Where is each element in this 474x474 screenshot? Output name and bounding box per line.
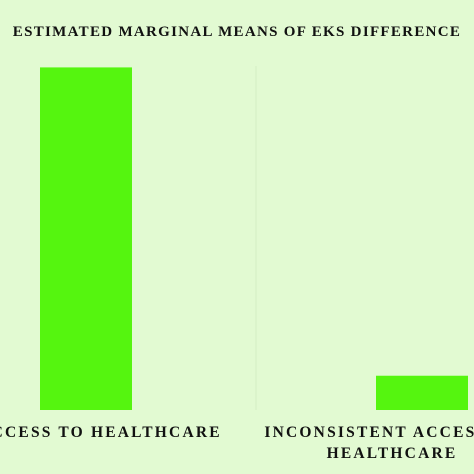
- category-labels-group: ACCESS TO HEALTHCARE INCONSISTENT ACCESS …: [0, 424, 474, 462]
- bar-1: [40, 67, 132, 410]
- category-label-1: ACCESS TO HEALTHCARE: [0, 424, 222, 441]
- bar-2: [376, 375, 468, 410]
- chart-title: ESTIMATED MARGINAL MEANS OF EKS DIFFEREN…: [13, 24, 461, 40]
- category-label-line: HEALTHCARE: [327, 445, 458, 462]
- category-label-2: INCONSISTENT ACCESS TO HEALTHCARE: [264, 424, 474, 462]
- category-label-line: ACCESS TO HEALTHCARE: [0, 424, 222, 441]
- bars-group: [40, 67, 468, 410]
- category-label-line: INCONSISTENT ACCESS TO: [264, 424, 474, 441]
